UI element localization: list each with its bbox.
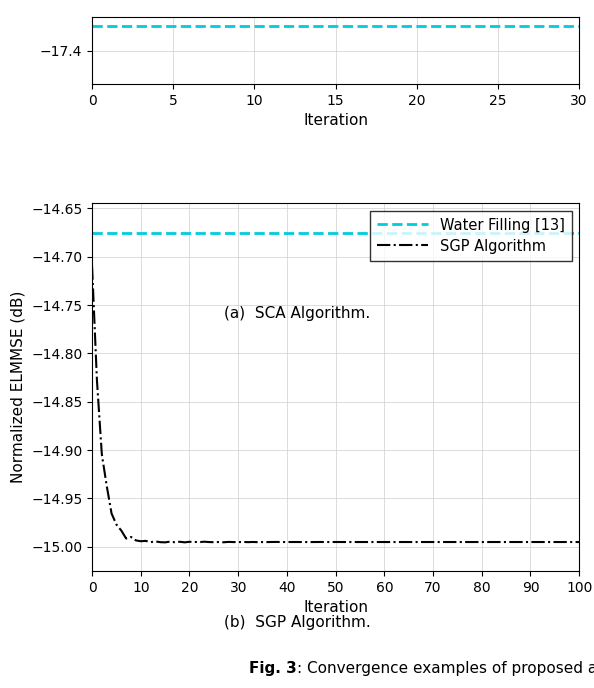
SGP Algorithm bbox=[317, 538, 324, 546]
Text: : Convergence examples of proposed algorithms.: : Convergence examples of proposed algor… bbox=[297, 661, 594, 676]
X-axis label: Iteration: Iteration bbox=[303, 601, 368, 615]
SGP Algorithm bbox=[89, 262, 96, 270]
SGP Algorithm bbox=[162, 538, 169, 546]
Legend: Water Filling [13], SGP Algorithm: Water Filling [13], SGP Algorithm bbox=[369, 211, 572, 261]
Line: SGP Algorithm: SGP Algorithm bbox=[92, 266, 579, 542]
SGP Algorithm bbox=[459, 538, 466, 546]
Y-axis label: Normalized ELMMSE (dB): Normalized ELMMSE (dB) bbox=[11, 291, 26, 484]
SGP Algorithm bbox=[215, 538, 222, 546]
Water Filling [13] bbox=[93, 228, 100, 237]
X-axis label: Iteration: Iteration bbox=[303, 114, 368, 128]
Text: (a)  SCA Algorithm.: (a) SCA Algorithm. bbox=[224, 305, 370, 321]
SGP Algorithm bbox=[386, 538, 393, 546]
Text: (b)  SGP Algorithm.: (b) SGP Algorithm. bbox=[223, 615, 371, 630]
Water Filling [13] bbox=[89, 228, 96, 237]
SGP Algorithm bbox=[122, 535, 129, 543]
SGP Algorithm bbox=[434, 538, 441, 546]
Text: Fig. 3: Fig. 3 bbox=[249, 661, 297, 676]
SGP Algorithm bbox=[576, 538, 583, 546]
